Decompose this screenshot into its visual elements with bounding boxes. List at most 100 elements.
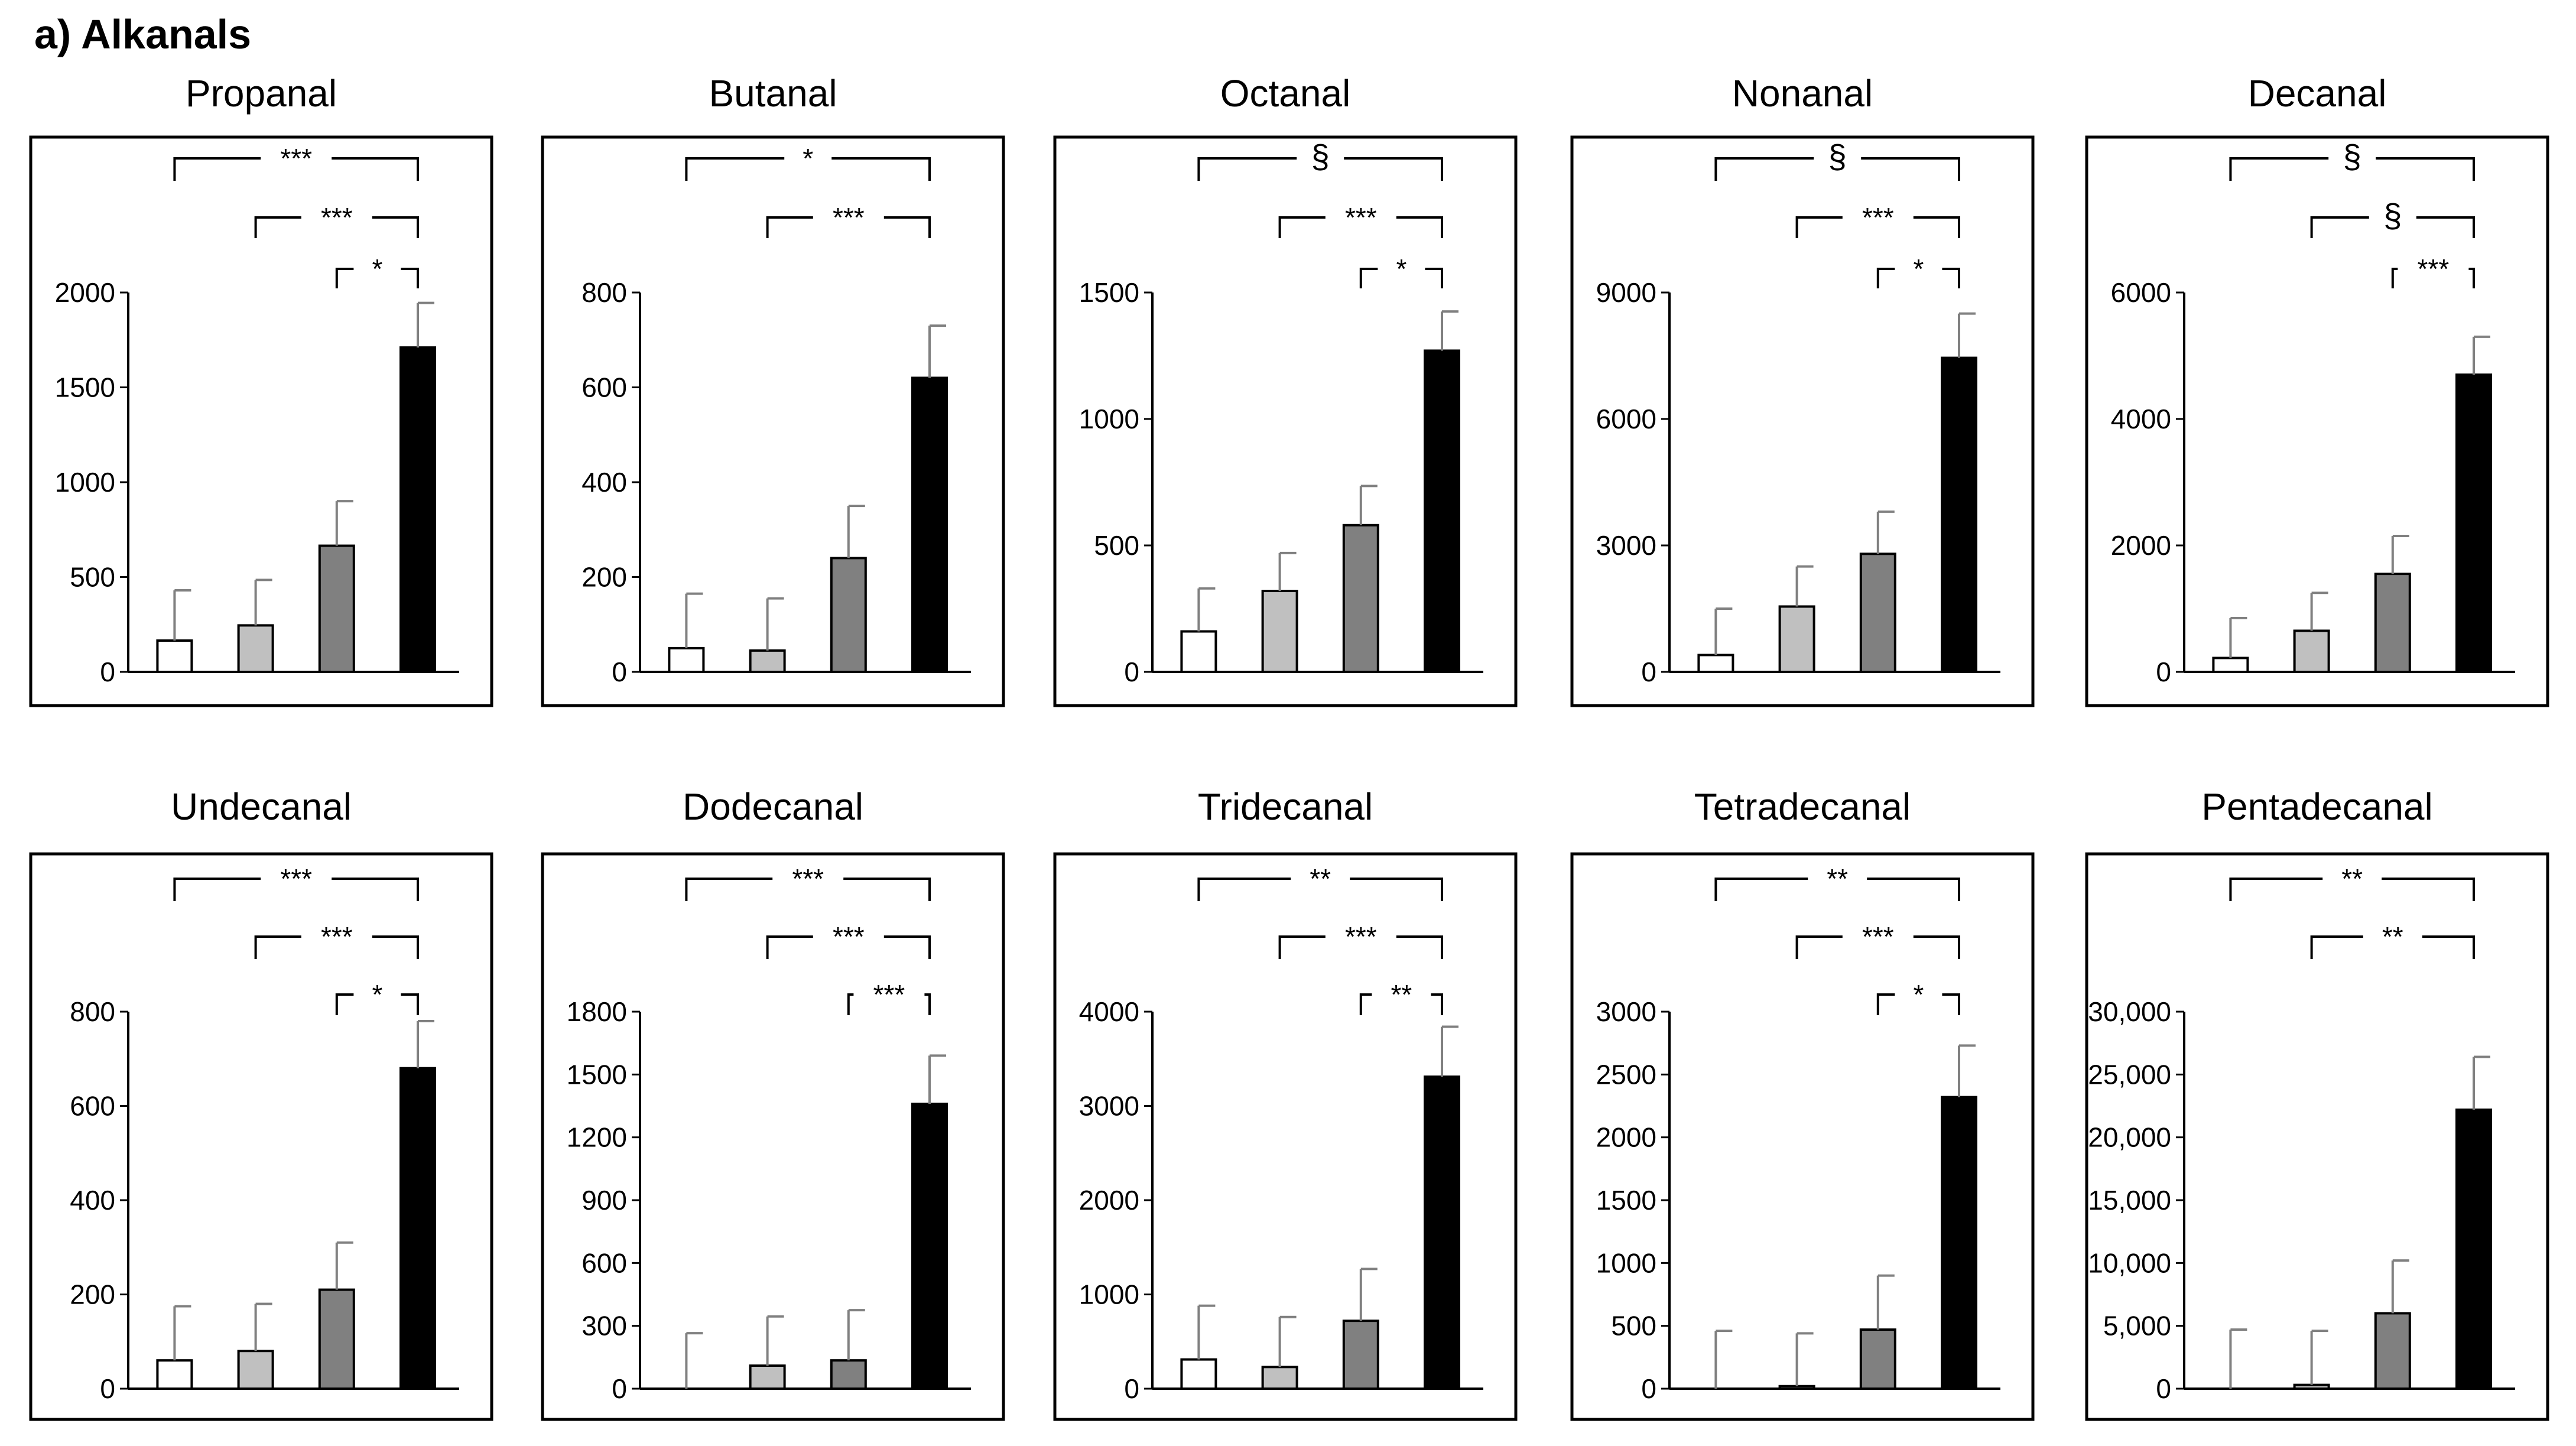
significance-label: *** [873, 979, 905, 1010]
y-tick-label: 4000 [2111, 404, 2171, 434]
y-tick-label: 0 [612, 1373, 627, 1404]
chart-frame [1053, 852, 1518, 1421]
y-tick-label: 0 [612, 657, 627, 687]
figure-title: a) Alkanals [34, 11, 252, 57]
y-tick-label: 6000 [2111, 277, 2171, 308]
bar-2 [1778, 605, 1815, 674]
significance-bracket-right [2376, 157, 2475, 181]
y-tick-label: 600 [582, 372, 627, 403]
y-tick-label: 500 [70, 562, 115, 593]
bar-2 [749, 1364, 786, 1390]
y-tick-label: 1000 [1079, 404, 1139, 434]
bar-2 [2293, 629, 2330, 673]
significance-bracket-left [1278, 216, 1326, 238]
significance-label: § [1828, 138, 1847, 175]
significance-label: ** [1310, 863, 1331, 894]
y-tick-label: 500 [1094, 530, 1139, 561]
chart-title: Tridecanal [1198, 785, 1373, 828]
significance-bracket-right [1913, 216, 1960, 238]
bar-3 [1859, 553, 1896, 673]
significance-label: *** [1345, 921, 1377, 952]
significance-bracket-right [2422, 935, 2475, 959]
significance-label: * [372, 254, 382, 284]
significance-bracket-left [685, 878, 773, 901]
bar-1 [1180, 1358, 1217, 1390]
bar-2 [1261, 590, 1298, 673]
significance-bracket-left [2229, 878, 2323, 901]
significance-bracket-left [2229, 157, 2329, 181]
significance-bracket-left [254, 935, 301, 959]
significance-bracket-right [1431, 993, 1443, 1015]
y-tick-label: 800 [70, 996, 115, 1027]
significance-label: § [1311, 138, 1330, 175]
chart-frame [1570, 852, 2035, 1421]
significance-bracket-right [1350, 878, 1443, 901]
significance-bracket-right [1867, 878, 1960, 901]
y-tick-label: 1000 [1079, 1279, 1139, 1310]
y-tick-label: 1000 [55, 467, 115, 498]
bar-2 [749, 649, 786, 673]
y-tick-label: 1500 [1596, 1185, 1656, 1216]
y-tick-label: 0 [1124, 657, 1139, 687]
significance-bracket-left [847, 993, 854, 1015]
significance-label: *** [280, 863, 312, 894]
bar-1 [1697, 654, 1734, 674]
y-tick-label: 3000 [1596, 996, 1656, 1027]
significance-label: § [2343, 138, 2361, 175]
significance-label: * [803, 143, 813, 174]
chart-frame [2085, 135, 2549, 707]
chart-frame [541, 852, 1005, 1421]
y-tick-label: 0 [2156, 657, 2171, 687]
significance-bracket-left [2310, 216, 2369, 238]
chart-frame [2085, 852, 2549, 1421]
significance-bracket-left [1795, 216, 1843, 238]
chart-frame [1570, 135, 2035, 707]
chart-title: Nonanal [1732, 72, 1873, 115]
significance-bracket-left [173, 878, 261, 901]
significance-label: * [1913, 979, 1924, 1010]
significance-bracket-right [1942, 268, 1960, 288]
significance-label: *** [1862, 921, 1894, 952]
significance-label: *** [280, 143, 312, 174]
significance-label: *** [833, 202, 865, 233]
bar-3 [830, 1359, 867, 1390]
significance-bracket-right [1425, 268, 1443, 288]
significance-bracket-left [1197, 157, 1297, 181]
chart-frame [29, 135, 493, 707]
significance-bracket-left [335, 268, 354, 288]
significance-label: *** [1345, 202, 1377, 233]
y-tick-label: 2000 [55, 277, 115, 308]
bar-1 [2212, 657, 2249, 673]
y-tick-label: 1500 [1079, 277, 1139, 308]
significance-label: *** [833, 921, 865, 952]
bar-4 [911, 1102, 948, 1390]
y-tick-label: 600 [582, 1247, 627, 1278]
chart-frame [541, 135, 1005, 707]
significance-bracket-right [1344, 157, 1443, 181]
y-tick-label: 1500 [567, 1059, 627, 1090]
bar-4 [1424, 349, 1460, 673]
significance-bracket-right [1396, 935, 1443, 959]
y-tick-label: 10,000 [2088, 1247, 2171, 1278]
bar-2 [237, 1350, 274, 1390]
chart-title: Pentadecanal [2201, 785, 2432, 828]
bar-4 [1424, 1075, 1460, 1390]
bar-1 [1180, 630, 1217, 674]
bar-3 [318, 544, 355, 673]
bar-3 [1859, 1328, 1896, 1390]
chart-title: Dodecanal [683, 785, 863, 828]
significance-bracket-right [831, 157, 931, 181]
y-tick-label: 9000 [1596, 277, 1656, 308]
chart-title: Tetradecanal [1694, 785, 1911, 828]
y-tick-label: 500 [1611, 1311, 1656, 1341]
y-tick-label: 0 [100, 1373, 115, 1404]
y-tick-label: 0 [1641, 1373, 1656, 1404]
significance-bracket-left [1714, 878, 1808, 901]
significance-bracket-left [254, 216, 301, 238]
significance-bracket-left [1359, 993, 1372, 1015]
chart-frame [29, 852, 493, 1421]
